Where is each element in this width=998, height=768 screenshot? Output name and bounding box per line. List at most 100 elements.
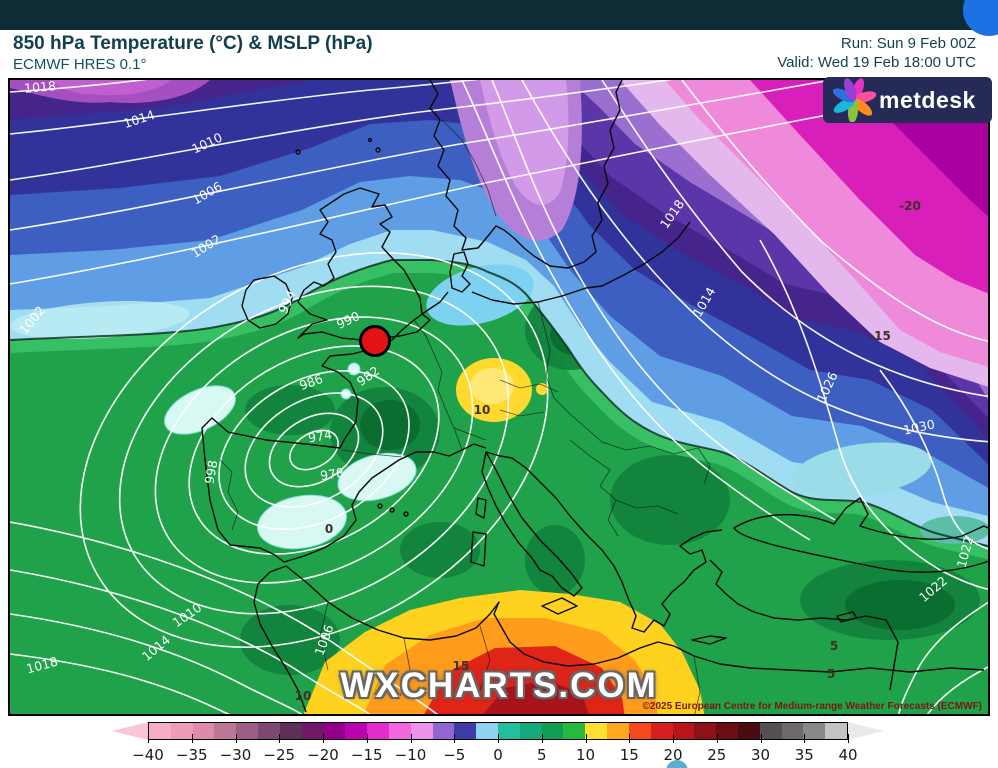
starburst-icon [832,78,877,122]
colorbar-tick [541,734,543,743]
bottom-blue-dot [666,760,688,768]
temperature-label: -15 [869,329,891,343]
temperature-colorbar: −40 −35 −30 −25 −20 −15 −10 −5 0 5 10 15 20 25 30 35 40 [112,722,884,768]
colorbar-tick-label: −40 [132,746,164,764]
colorbar-tick [629,734,631,743]
colorbar-segment [781,723,804,739]
temperature-label: 5 [826,667,836,681]
logo-text: metdesk [879,86,976,113]
colorbar-tick-label: 30 [750,746,771,764]
colorbar-segment [214,723,237,739]
colorbar-segment [672,723,695,739]
colorbar-right-arrow [848,722,884,740]
run-time-label: Run: Sun 9 Feb 00Z [840,35,976,52]
temperature-label: -20 [899,199,921,213]
colorbar-tick-label: −25 [263,746,296,764]
temperature-label: 0 [324,522,334,536]
colorbar-tick [804,734,806,743]
colorbar-tick [148,734,149,743]
colorbar-tick [760,734,762,743]
colorbar-tick [454,734,456,743]
colorbar-segment [323,723,346,739]
colorbar-tick [673,734,674,743]
colorbar-tick-label: 15 [619,746,639,764]
colorbar-segment [519,723,542,739]
colorbar-segment [367,723,389,739]
colorbar-segment [737,723,760,739]
colorbar-segment [585,723,608,739]
colorbar-segment [563,723,586,739]
temperature-label: 10 [294,689,312,703]
temperature-label: 15 [452,659,470,673]
colorbar-tick-label: 10 [575,746,596,764]
colorbar-segment [541,723,564,739]
colorbar-tick-label: −35 [175,746,208,764]
colorbar-tick-label: 5 [536,746,547,764]
colorbar-segment [454,723,477,739]
colorbar-segment [759,723,782,739]
warm-yellow-core [470,368,514,404]
weather-map: 1018 1014 1010 1006 1002 1002 994 990 986 982 998 9… [8,78,990,716]
colorbar-segment [410,723,433,739]
colorbar-segment [825,723,847,739]
dark-green-patches [240,290,980,675]
valid-time-label: Valid: Wed 19 Feb 18:00 UTC [777,54,976,71]
colorbar-segment [498,723,520,739]
colorbar-tick-label: −10 [394,746,427,764]
metdesk-logo: metdesk [823,77,992,123]
colorbar-segment [607,723,629,739]
corner-purple-core [50,80,170,96]
colorbar-tick [323,734,324,743]
caucasus-teal [920,516,988,544]
colorbar-segment [694,723,717,739]
colorbar-tick [716,734,718,743]
country-borders [219,119,711,714]
colorbar-segment [432,723,455,739]
pressure-label: 1018 [23,78,57,96]
watermark: WXCHARTS.COM [340,666,658,705]
colorbar-tick-label: 0 [493,746,503,764]
model-subtitle: ECMWF HRES 0.1° [13,56,147,73]
colorbar-tick-label: −15 [350,746,383,764]
colorbar-tick-label: 20 [663,746,683,764]
colorbar-segment [476,723,498,739]
heat-dark-red [483,680,589,714]
atlantic-cyan-tongue [10,300,190,340]
colorbar-segment [388,723,411,739]
colorbar-tick [585,734,587,743]
colorbar-segment [149,723,171,739]
colorbar-segment [258,723,280,739]
colorbar-segment [716,723,738,739]
map-graphic [10,80,988,714]
colorbar-tick [279,734,281,743]
colorbar-left-arrow [112,722,148,740]
colorbar-segment [236,723,259,739]
colorbar-tick-label: −30 [219,746,252,764]
colorbar-tick [410,734,412,743]
colorbar-tick-label: −5 [443,746,466,764]
colorbar-tick [191,734,193,743]
zero-isotherm [10,259,988,548]
temperature-label: 5 [829,639,839,653]
colorbar-segment [192,723,215,739]
colorbar-segment [803,723,826,739]
location-marker [359,325,391,357]
colorbar-tick-label: 40 [838,746,858,764]
colorbar-segment [279,723,302,739]
colorbar-tick [498,734,499,743]
colorbar-tick [235,734,237,743]
copyright-notice: ©2025 European Centre for Medium-range W… [642,701,982,712]
chart-title: 850 hPa Temperature (°C) & MSLP (hPa) [13,33,373,54]
colorbar-tick [366,734,368,743]
colorbar-segment [650,723,673,739]
colorbar-segment [170,723,193,739]
colorbar-segment [628,723,651,739]
colorbar-segment [301,723,324,739]
colorbar-segment [345,723,368,739]
scandinavia-light [480,80,569,205]
colorbar-tick [848,734,849,743]
top-bar [0,0,998,30]
colorbar-gradient [148,722,848,740]
colorbar-tick-label: 35 [794,746,814,764]
